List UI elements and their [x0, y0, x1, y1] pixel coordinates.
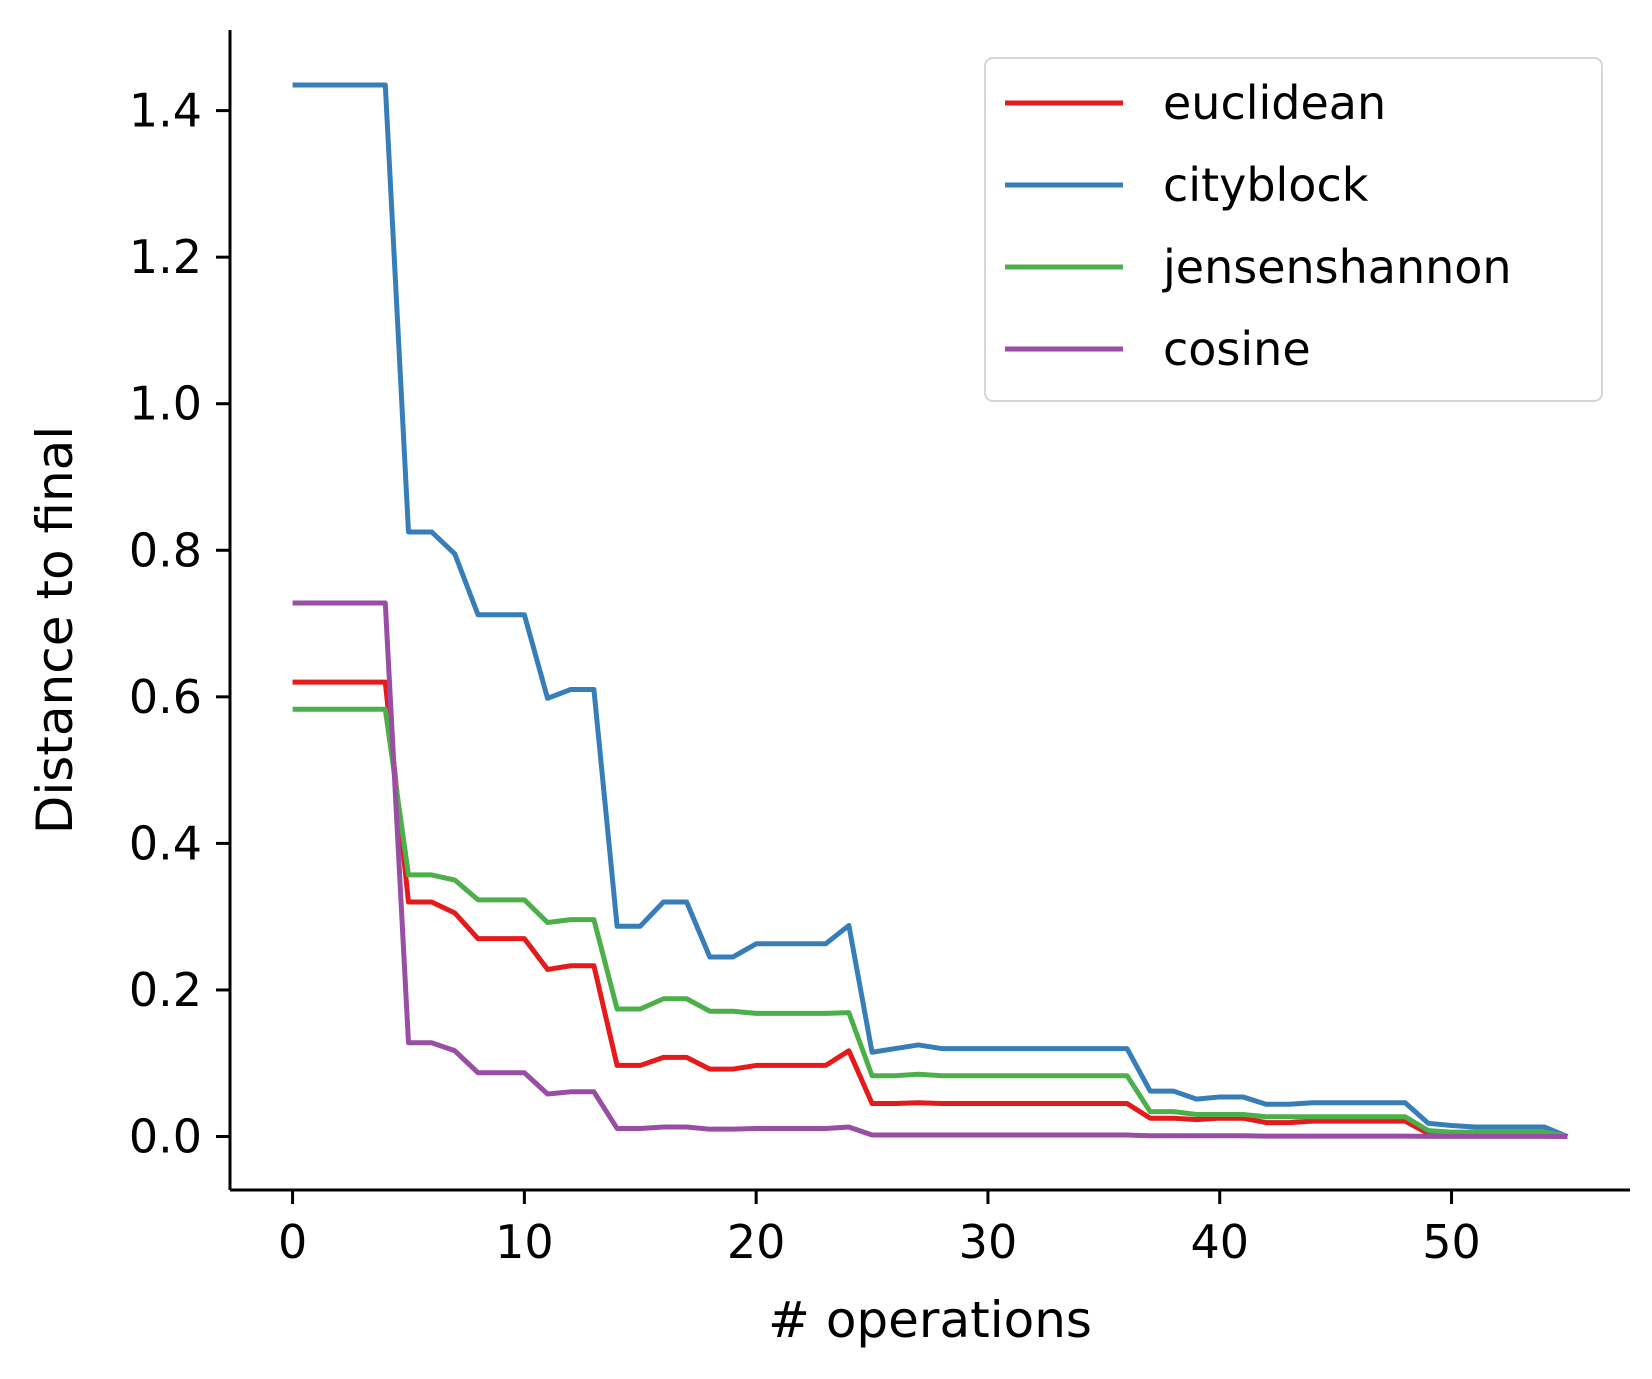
series-line-cityblock: [292, 82, 1569, 1139]
y-tick-label: 1.0: [129, 377, 202, 431]
series-line-jensenshannon: [292, 706, 1568, 1139]
legend-label-cosine: cosine: [1163, 322, 1311, 376]
legend-frame: [984, 57, 1603, 402]
x-axis-label: # operations: [768, 1291, 1092, 1349]
y-tick-label: 1.2: [129, 230, 202, 284]
y-tick-label: 0.6: [129, 670, 202, 724]
series-line-euclidean: [292, 679, 1568, 1139]
series-line-cosine: [292, 600, 1568, 1140]
x-tick-label: 40: [1190, 1215, 1249, 1269]
y-tick-label: 0.4: [129, 816, 202, 870]
y-tick-label: 0.2: [129, 963, 202, 1017]
axes: [228, 30, 1630, 1192]
x-tick-label: 30: [959, 1215, 1018, 1269]
x-tick-label: 0: [278, 1215, 307, 1269]
x-tick-label: 20: [727, 1215, 786, 1269]
legend-label-jensenshannon: jensenshannon: [1162, 240, 1512, 294]
ticks: 0 10 20 30 40 50 0.0 0.2 0.4 0.6 0.8 1.0 1.2 1.4: [129, 84, 1481, 1269]
y-tick-label: 0.8: [129, 523, 202, 577]
legend: euclidean cityblock jensenshannon cosine: [984, 57, 1603, 402]
x-tick-label: 50: [1422, 1215, 1481, 1269]
x-tick-label: 10: [495, 1215, 554, 1269]
legend-label-euclidean: euclidean: [1163, 76, 1386, 130]
series-lines: [292, 82, 1569, 1140]
legend-label-cityblock: cityblock: [1163, 158, 1369, 212]
y-axis-label: Distance to final: [26, 426, 84, 834]
y-tick-label: 0.0: [129, 1110, 202, 1164]
y-tick-label: 1.4: [129, 84, 202, 138]
